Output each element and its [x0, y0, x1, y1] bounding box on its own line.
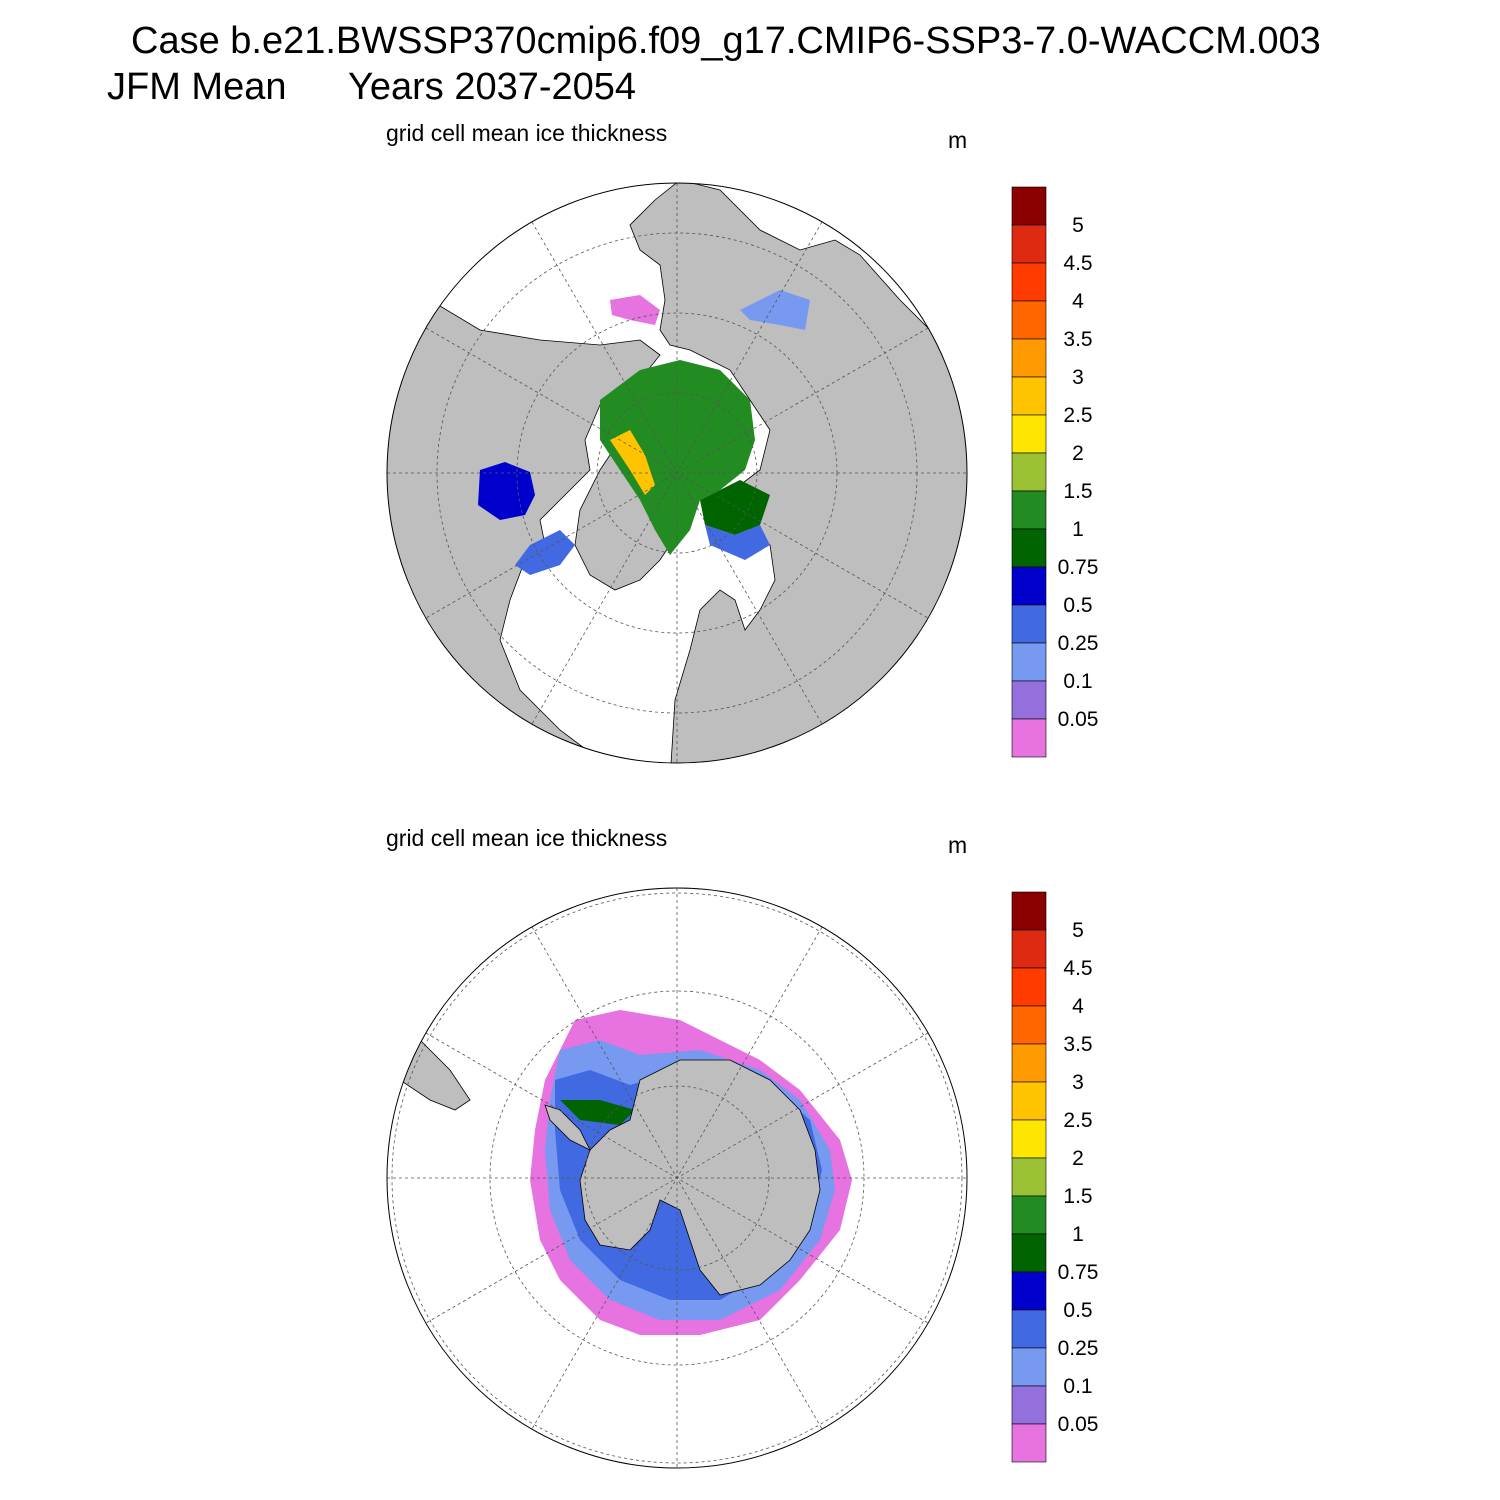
north-unit-label: m: [948, 127, 968, 153]
south-unit-label: m: [948, 832, 968, 858]
north-ice-baffin: [515, 530, 575, 575]
north-panel-label: grid cell mean ice thickness: [386, 120, 668, 146]
north-colorbar-label: 5: [1072, 214, 1084, 237]
north-ice-barents-edge: [705, 525, 770, 560]
north-colorbar-label: 2.5: [1063, 404, 1092, 427]
north-colorbar-swatch: [1011, 490, 1047, 530]
south-colorbar-swatch: [1011, 1233, 1047, 1273]
south-colorbar-swatch: [1011, 967, 1047, 1007]
north-colorbar-swatch: [1011, 300, 1047, 340]
north-colorbar-label: 4.5: [1063, 252, 1092, 275]
south-colorbar-label: 0.1: [1063, 1375, 1092, 1398]
south-colorbar-swatch: [1011, 1119, 1047, 1159]
north-colorbar-swatch: [1011, 186, 1047, 226]
north-land-eurasia: [629, 183, 967, 763]
south-colorbar-swatch: [1011, 929, 1047, 969]
south-colorbar-swatch: [1011, 1385, 1047, 1425]
north-colorbar-swatch: [1011, 224, 1047, 264]
case-title: Case b.e21.BWSSP370cmip6.f09_g17.CMIP6-S…: [131, 20, 1321, 62]
north-colorbar-swatch: [1011, 452, 1047, 492]
north-colorbar-label: 1: [1072, 518, 1084, 541]
north-colorbar-label: 3.5: [1063, 328, 1092, 351]
north-polar-map: [386, 182, 968, 764]
south-colorbar-swatch: [1011, 1423, 1047, 1463]
north-map-border: [386, 182, 968, 764]
south-colorbar-swatch: [1011, 1043, 1047, 1083]
north-ice-bering: [610, 295, 660, 325]
north-graticule: [387, 183, 967, 763]
south-colorbar-swatch: [1011, 1081, 1047, 1121]
north-colorbar-swatch: [1011, 338, 1047, 378]
north-colorbar-label: 1.5: [1063, 480, 1092, 503]
north-ice-okhotsk: [740, 290, 810, 330]
south-polar-map: [386, 887, 968, 1469]
south-colorbar-label: 4.5: [1063, 957, 1092, 980]
north-colorbar-label: 0.25: [1058, 632, 1099, 655]
north-colorbar-swatch: [1011, 376, 1047, 416]
north-colorbar-swatch: [1011, 566, 1047, 606]
north-colorbar-swatch: [1011, 718, 1047, 758]
south-colorbar-label: 5: [1072, 919, 1084, 942]
south-colorbar-label: 0.25: [1058, 1337, 1099, 1360]
north-colorbar-label: 0.1: [1063, 670, 1092, 693]
south-colorbar-label: 0.05: [1058, 1413, 1099, 1436]
south-colorbar-swatch: [1011, 1271, 1047, 1311]
north-colorbar-label: 2: [1072, 442, 1084, 465]
north-colorbar-swatch: [1011, 680, 1047, 720]
south-colorbar-swatch: [1011, 1195, 1047, 1235]
south-land-antarctica: [579, 1059, 821, 1296]
north-colorbar-swatch: [1011, 642, 1047, 682]
south-colorbar-swatch: [1011, 1005, 1047, 1045]
south-colorbar-label: 3.5: [1063, 1033, 1092, 1056]
south-colorbar-label: 1.5: [1063, 1185, 1092, 1208]
north-colorbar-label: 0.05: [1058, 708, 1099, 731]
south-ice-weddell: [560, 1100, 635, 1125]
south-colorbar-swatch: [1011, 1347, 1047, 1387]
north-colorbar-swatch: [1011, 262, 1047, 302]
south-panel-label: grid cell mean ice thickness: [386, 825, 668, 851]
south-map-border: [386, 887, 968, 1469]
north-colorbar-label: 4: [1072, 290, 1084, 313]
south-colorbar-label: 3: [1072, 1071, 1084, 1094]
north-colorbar: 5 4.5 4 3.5 3 2.5 2 1.5 1 0.75 0.5 0.25 0.1 0.05: [1011, 186, 1099, 758]
season-label: JFM Mean: [107, 66, 287, 108]
north-ice-barents: [700, 480, 770, 535]
north-colorbar-label: 0.75: [1058, 556, 1099, 579]
north-colorbar-swatch: [1011, 414, 1047, 454]
north-colorbar-label: 0.5: [1063, 594, 1092, 617]
north-ice-arctic: [600, 360, 755, 555]
north-ice-hudson: [478, 462, 535, 520]
years-label: Years 2037-2054: [348, 66, 637, 108]
north-colorbar-label: 3: [1072, 366, 1084, 389]
south-colorbar-label: 1: [1072, 1223, 1084, 1246]
south-colorbar-label: 2: [1072, 1147, 1084, 1170]
north-colorbar-swatch: [1011, 528, 1047, 568]
south-colorbar-swatch: [1011, 891, 1047, 931]
north-ice-ridge: [610, 430, 655, 495]
south-land-peninsula: [544, 1104, 591, 1151]
south-colorbar-swatch: [1011, 1309, 1047, 1349]
south-colorbar-label: 0.5: [1063, 1299, 1092, 1322]
south-colorbar-label: 0.75: [1058, 1261, 1099, 1284]
south-graticule: [387, 888, 967, 1468]
south-colorbar-label: 2.5: [1063, 1109, 1092, 1132]
south-colorbar-swatch: [1011, 1157, 1047, 1197]
south-colorbar: 5 4.5 4 3.5 3 2.5 2 1.5 1 0.75 0.5 0.25 0.1 0.05: [1011, 891, 1099, 1463]
south-colorbar-label: 4: [1072, 995, 1084, 1018]
north-colorbar-swatch: [1011, 604, 1047, 644]
